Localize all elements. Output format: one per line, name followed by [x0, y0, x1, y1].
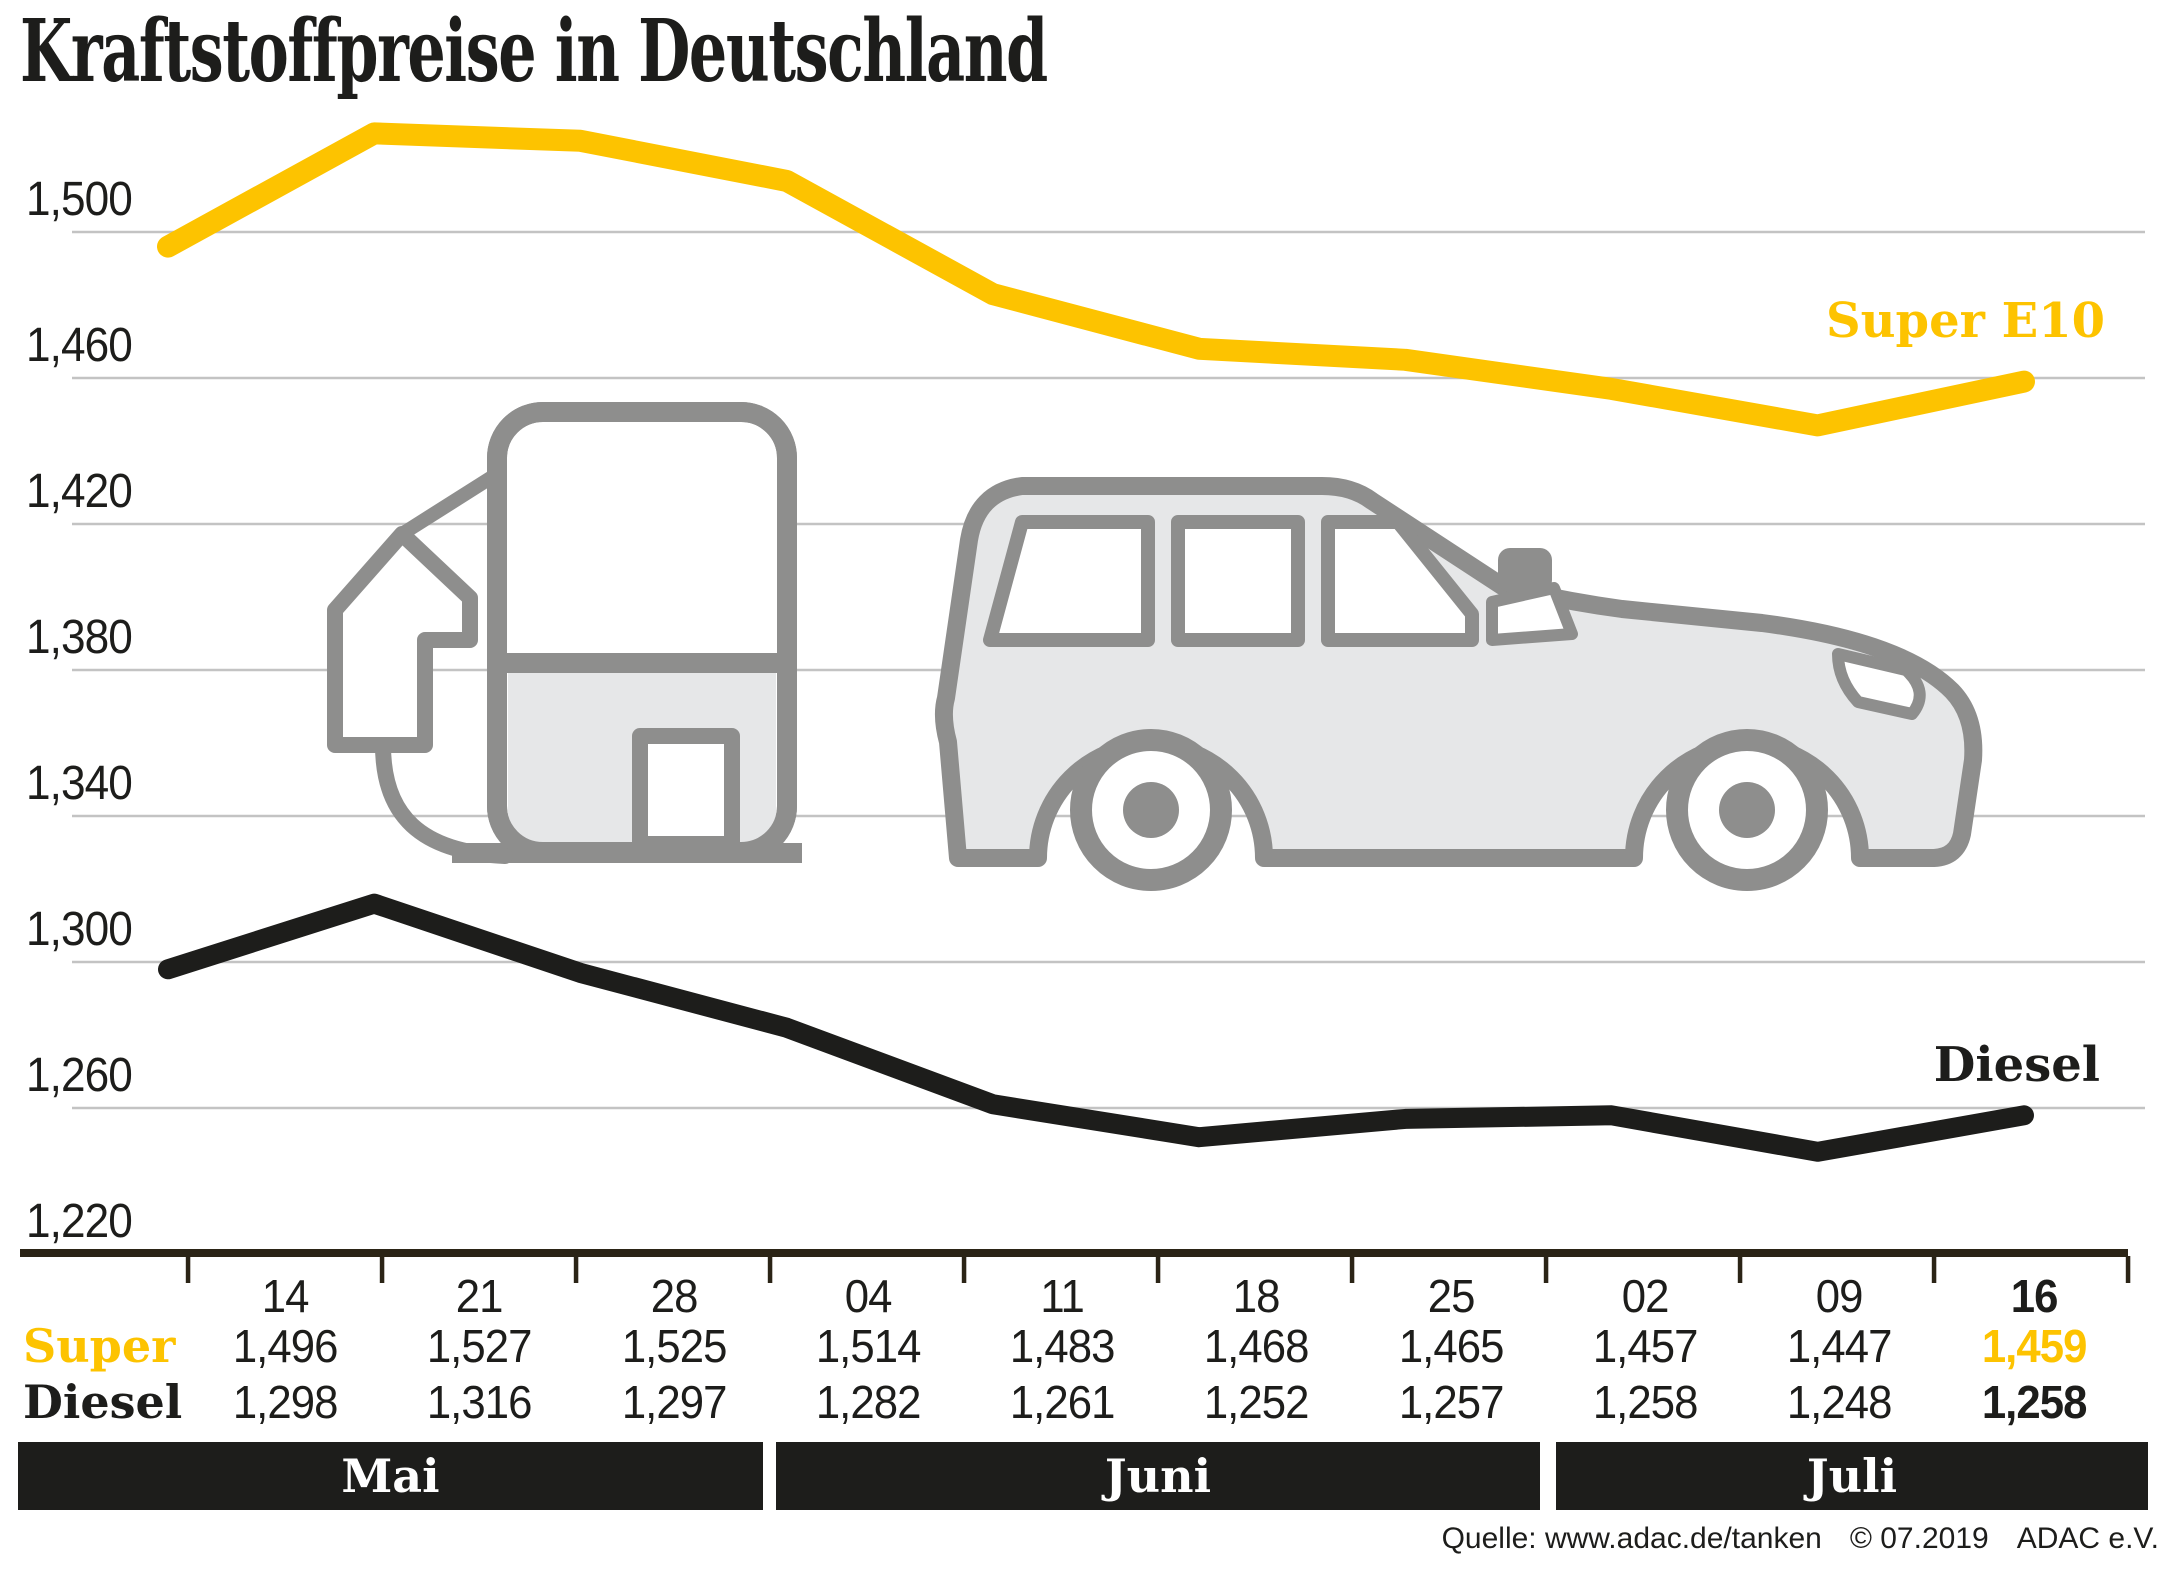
date-cell: 09 [1816, 1270, 1864, 1322]
super-value-cell: 1,525 [621, 1320, 727, 1372]
x-axis-line [20, 1249, 2128, 1257]
diesel-value-cell: 1,258 [1592, 1376, 1699, 1428]
x-axis-tick [1931, 1256, 1937, 1283]
source-org: ADAC e.V. [2016, 1522, 2159, 1555]
y-axis-label: 1,220 [26, 1195, 133, 1248]
month-label: Mai [341, 1449, 440, 1503]
date-cell: 11 [1040, 1270, 1085, 1322]
super-value-cell: 1,447 [1787, 1320, 1893, 1372]
x-axis-tick [767, 1256, 773, 1283]
y-axis-label: 1,460 [26, 319, 133, 372]
y-axis-label: 1,500 [26, 173, 133, 226]
line-diesel [158, 893, 2034, 1162]
month-label: Juli [1806, 1449, 1898, 1503]
month-bar-mai: Mai [18, 1442, 763, 1510]
super-value-cell: 1,527 [427, 1320, 533, 1372]
super-value-cell: 1,459 [1981, 1320, 2088, 1372]
super-value-cell: 1,514 [815, 1320, 922, 1372]
super-value-cell: 1,483 [1010, 1320, 1116, 1372]
x-axis-tick [1349, 1256, 1355, 1283]
row-label-diesel: Diesel [23, 1375, 183, 1429]
x-axis [20, 1249, 2131, 1283]
x-axis-tick [1737, 1256, 1743, 1283]
super-value-cell: 1,468 [1204, 1320, 1310, 1372]
date-cell: 14 [261, 1270, 310, 1322]
page-title: Kraftstoffpreise in Deutschland [20, 1, 1048, 102]
super-value-cell: 1,465 [1398, 1320, 1505, 1372]
diesel-value-cell: 1,248 [1787, 1376, 1893, 1428]
series-label-super-e10: Super E10 [1825, 293, 2105, 349]
x-axis-tick [185, 1256, 191, 1283]
fuel-pump-icon [327, 402, 802, 864]
series-label-diesel: Diesel [1933, 1037, 2100, 1093]
x-axis-tick [573, 1256, 579, 1283]
x-axis-tick [1155, 1256, 1161, 1283]
date-cell: 04 [844, 1270, 893, 1322]
source-copyright: © 07.2019 [1849, 1522, 1989, 1555]
date-cell: 02 [1621, 1270, 1670, 1322]
date-cell: 18 [1233, 1270, 1281, 1322]
x-axis-tick [1543, 1256, 1549, 1283]
date-cell: 21 [456, 1270, 504, 1322]
super-value-cell: 1,457 [1592, 1320, 1699, 1372]
y-axis-label: 1,420 [26, 465, 133, 518]
date-cell: 28 [650, 1270, 698, 1322]
x-axis-tick [961, 1256, 967, 1283]
month-label: Juni [1104, 1449, 1212, 1503]
month-bar-juli: Juli [1556, 1442, 2148, 1510]
month-bar-juni: Juni [776, 1442, 1540, 1510]
y-axis-label: 1,340 [26, 757, 133, 810]
line-super-e10 [157, 122, 2035, 437]
date-cell: 25 [1427, 1270, 1476, 1322]
y-axis-label: 1,380 [26, 611, 133, 664]
table-row-dates: 14 21 28 04 11 18 25 02 09 16 [0, 1272, 2167, 1320]
x-axis-tick [2125, 1256, 2131, 1283]
diesel-value-cell: 1,298 [232, 1376, 339, 1428]
source-label: Quelle: www.adac.de/tanken [1441, 1522, 1822, 1555]
diesel-value-cell: 1,316 [427, 1376, 533, 1428]
super-value-cell: 1,496 [232, 1320, 339, 1372]
diesel-value-cell: 1,257 [1398, 1376, 1505, 1428]
source-line: Quelle: www.adac.de/tanken © 07.2019 ADA… [1442, 1522, 2159, 1556]
diesel-value-cell: 1,258 [1981, 1376, 2088, 1428]
table-row-diesel: Diesel 1,298 1,316 1,297 1,282 1,261 1,252 1,2… [0, 1378, 2167, 1426]
diesel-value-cell: 1,252 [1204, 1376, 1310, 1428]
suv-car-icon [934, 477, 1983, 891]
x-axis-tick [379, 1256, 385, 1283]
y-axis-label: 1,300 [26, 903, 133, 956]
row-label-super: Super [23, 1319, 176, 1373]
diesel-value-cell: 1,297 [621, 1376, 727, 1428]
date-cell: 16 [2010, 1270, 2058, 1322]
data-lines [157, 122, 2035, 1162]
diesel-value-cell: 1,282 [815, 1376, 922, 1428]
diesel-value-cell: 1,261 [1010, 1376, 1116, 1428]
table-row-super: Super 1,496 1,527 1,525 1,514 1,483 1,468 1,46… [0, 1322, 2167, 1370]
y-axis-label: 1,260 [26, 1049, 133, 1102]
